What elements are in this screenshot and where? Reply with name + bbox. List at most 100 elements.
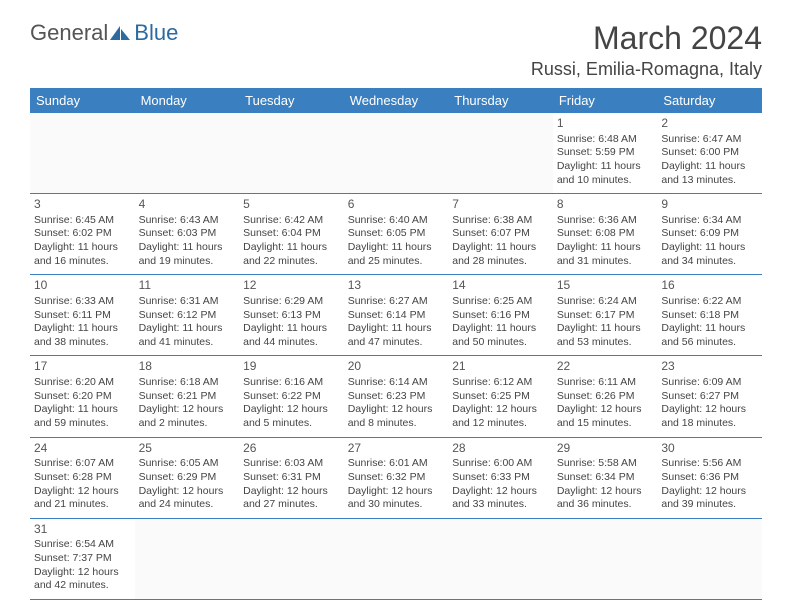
- sunrise-line: Sunrise: 6:36 AM: [557, 214, 654, 228]
- daylight-line: Daylight: 12 hours and 33 minutes.: [452, 485, 549, 512]
- sunset-line: Sunset: 6:17 PM: [557, 309, 654, 323]
- daylight-line: Daylight: 11 hours and 34 minutes.: [661, 241, 758, 268]
- sunset-line: Sunset: 6:31 PM: [243, 471, 340, 485]
- daylight-line: Daylight: 12 hours and 2 minutes.: [139, 403, 236, 430]
- calendar-day-cell: [657, 518, 762, 599]
- calendar-day-cell: 25Sunrise: 6:05 AMSunset: 6:29 PMDayligh…: [135, 437, 240, 518]
- daylight-line: Daylight: 11 hours and 41 minutes.: [139, 322, 236, 349]
- sunset-line: Sunset: 6:12 PM: [139, 309, 236, 323]
- sunset-line: Sunset: 6:27 PM: [661, 390, 758, 404]
- sunrise-line: Sunrise: 5:56 AM: [661, 457, 758, 471]
- daylight-line: Daylight: 11 hours and 38 minutes.: [34, 322, 131, 349]
- calendar-day-cell: [344, 113, 449, 194]
- calendar-day-cell: [239, 518, 344, 599]
- calendar-day-cell: 8Sunrise: 6:36 AMSunset: 6:08 PMDaylight…: [553, 194, 658, 275]
- day-number: 1: [557, 116, 654, 132]
- day-number: 21: [452, 359, 549, 375]
- sunset-line: Sunset: 6:09 PM: [661, 227, 758, 241]
- sunset-line: Sunset: 6:05 PM: [348, 227, 445, 241]
- day-number: 18: [139, 359, 236, 375]
- sunset-line: Sunset: 6:16 PM: [452, 309, 549, 323]
- calendar-day-cell: 13Sunrise: 6:27 AMSunset: 6:14 PMDayligh…: [344, 275, 449, 356]
- day-number: 19: [243, 359, 340, 375]
- calendar-day-cell: 4Sunrise: 6:43 AMSunset: 6:03 PMDaylight…: [135, 194, 240, 275]
- location: Russi, Emilia-Romagna, Italy: [531, 59, 762, 80]
- day-number: 27: [348, 441, 445, 457]
- daylight-line: Daylight: 12 hours and 18 minutes.: [661, 403, 758, 430]
- calendar-day-cell: 16Sunrise: 6:22 AMSunset: 6:18 PMDayligh…: [657, 275, 762, 356]
- sunrise-line: Sunrise: 6:24 AM: [557, 295, 654, 309]
- header: General Blue March 2024 Russi, Emilia-Ro…: [30, 20, 762, 80]
- daylight-line: Daylight: 11 hours and 28 minutes.: [452, 241, 549, 268]
- daylight-line: Daylight: 11 hours and 10 minutes.: [557, 160, 654, 187]
- sunset-line: Sunset: 6:02 PM: [34, 227, 131, 241]
- day-header: Monday: [135, 88, 240, 113]
- day-number: 23: [661, 359, 758, 375]
- sunrise-line: Sunrise: 6:38 AM: [452, 214, 549, 228]
- calendar-week-row: 10Sunrise: 6:33 AMSunset: 6:11 PMDayligh…: [30, 275, 762, 356]
- sunset-line: Sunset: 6:21 PM: [139, 390, 236, 404]
- daylight-line: Daylight: 12 hours and 21 minutes.: [34, 485, 131, 512]
- daylight-line: Daylight: 11 hours and 19 minutes.: [139, 241, 236, 268]
- calendar-week-row: 31Sunrise: 6:54 AMSunset: 7:37 PMDayligh…: [30, 518, 762, 599]
- day-header: Sunday: [30, 88, 135, 113]
- logo-sail-icon: [110, 26, 132, 40]
- sunrise-line: Sunrise: 6:33 AM: [34, 295, 131, 309]
- sunrise-line: Sunrise: 6:34 AM: [661, 214, 758, 228]
- sunrise-line: Sunrise: 6:47 AM: [661, 133, 758, 147]
- daylight-line: Daylight: 11 hours and 31 minutes.: [557, 241, 654, 268]
- sunset-line: Sunset: 6:26 PM: [557, 390, 654, 404]
- sunrise-line: Sunrise: 6:12 AM: [452, 376, 549, 390]
- daylight-line: Daylight: 12 hours and 24 minutes.: [139, 485, 236, 512]
- calendar-day-cell: 14Sunrise: 6:25 AMSunset: 6:16 PMDayligh…: [448, 275, 553, 356]
- calendar-week-row: 24Sunrise: 6:07 AMSunset: 6:28 PMDayligh…: [30, 437, 762, 518]
- sunrise-line: Sunrise: 6:25 AM: [452, 295, 549, 309]
- calendar-day-cell: [30, 113, 135, 194]
- calendar-day-cell: [239, 113, 344, 194]
- sunrise-line: Sunrise: 6:16 AM: [243, 376, 340, 390]
- sunrise-line: Sunrise: 6:22 AM: [661, 295, 758, 309]
- daylight-line: Daylight: 12 hours and 30 minutes.: [348, 485, 445, 512]
- day-number: 7: [452, 197, 549, 213]
- sunset-line: Sunset: 6:34 PM: [557, 471, 654, 485]
- calendar-day-cell: 7Sunrise: 6:38 AMSunset: 6:07 PMDaylight…: [448, 194, 553, 275]
- calendar-day-cell: 11Sunrise: 6:31 AMSunset: 6:12 PMDayligh…: [135, 275, 240, 356]
- day-number: 9: [661, 197, 758, 213]
- daylight-line: Daylight: 12 hours and 12 minutes.: [452, 403, 549, 430]
- day-number: 6: [348, 197, 445, 213]
- day-number: 16: [661, 278, 758, 294]
- calendar-day-cell: 27Sunrise: 6:01 AMSunset: 6:32 PMDayligh…: [344, 437, 449, 518]
- day-number: 20: [348, 359, 445, 375]
- sunrise-line: Sunrise: 6:11 AM: [557, 376, 654, 390]
- calendar-day-cell: 19Sunrise: 6:16 AMSunset: 6:22 PMDayligh…: [239, 356, 344, 437]
- day-number: 15: [557, 278, 654, 294]
- sunset-line: Sunset: 6:22 PM: [243, 390, 340, 404]
- day-number: 31: [34, 522, 131, 538]
- sunrise-line: Sunrise: 6:48 AM: [557, 133, 654, 147]
- daylight-line: Daylight: 11 hours and 56 minutes.: [661, 322, 758, 349]
- sunset-line: Sunset: 7:37 PM: [34, 552, 131, 566]
- sunset-line: Sunset: 6:29 PM: [139, 471, 236, 485]
- sunrise-line: Sunrise: 6:14 AM: [348, 376, 445, 390]
- logo-text-blue: Blue: [134, 20, 178, 46]
- calendar-day-cell: [344, 518, 449, 599]
- calendar-day-cell: 30Sunrise: 5:56 AMSunset: 6:36 PMDayligh…: [657, 437, 762, 518]
- day-number: 30: [661, 441, 758, 457]
- sunrise-line: Sunrise: 6:20 AM: [34, 376, 131, 390]
- calendar-week-row: 17Sunrise: 6:20 AMSunset: 6:20 PMDayligh…: [30, 356, 762, 437]
- day-header: Saturday: [657, 88, 762, 113]
- calendar-day-cell: [553, 518, 658, 599]
- sunrise-line: Sunrise: 6:00 AM: [452, 457, 549, 471]
- sunset-line: Sunset: 6:33 PM: [452, 471, 549, 485]
- sunrise-line: Sunrise: 6:05 AM: [139, 457, 236, 471]
- sunrise-line: Sunrise: 6:18 AM: [139, 376, 236, 390]
- sunset-line: Sunset: 6:18 PM: [661, 309, 758, 323]
- calendar-day-cell: 1Sunrise: 6:48 AMSunset: 5:59 PMDaylight…: [553, 113, 658, 194]
- sunset-line: Sunset: 6:28 PM: [34, 471, 131, 485]
- day-number: 25: [139, 441, 236, 457]
- sunrise-line: Sunrise: 5:58 AM: [557, 457, 654, 471]
- daylight-line: Daylight: 12 hours and 39 minutes.: [661, 485, 758, 512]
- calendar-day-cell: 29Sunrise: 5:58 AMSunset: 6:34 PMDayligh…: [553, 437, 658, 518]
- sunrise-line: Sunrise: 6:29 AM: [243, 295, 340, 309]
- daylight-line: Daylight: 11 hours and 47 minutes.: [348, 322, 445, 349]
